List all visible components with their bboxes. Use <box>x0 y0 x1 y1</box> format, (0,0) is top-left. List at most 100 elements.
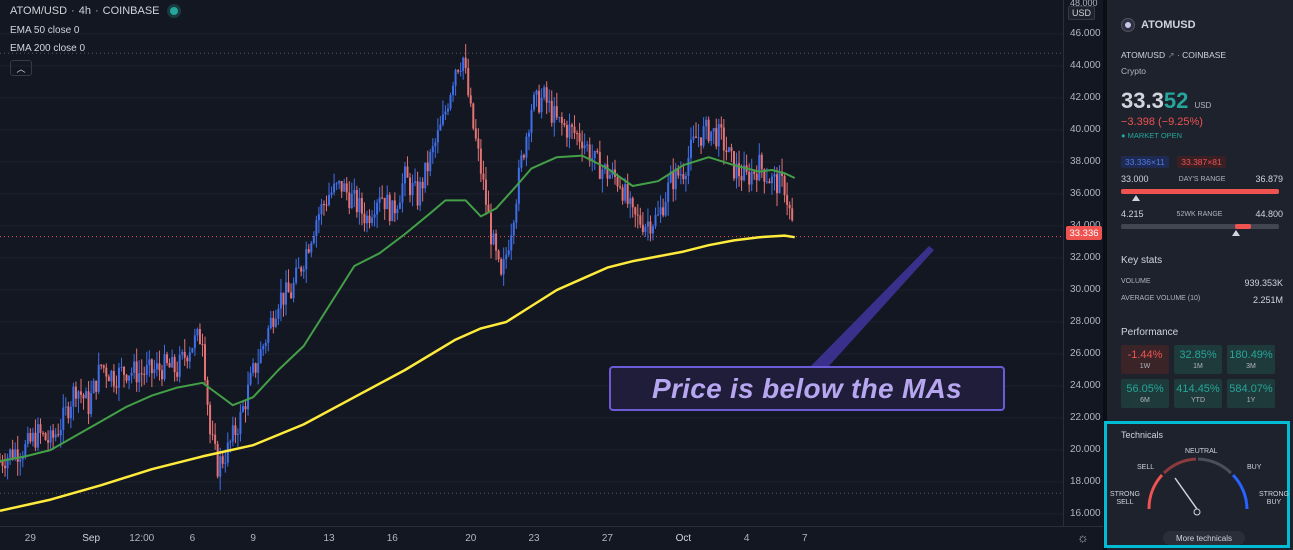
candle-body <box>664 202 667 216</box>
current-price-main: 33.3 <box>1121 88 1164 113</box>
candle-body <box>449 94 452 109</box>
candle-body <box>398 202 401 209</box>
candle-body <box>431 146 434 153</box>
time-axis[interactable]: 29 Sep 12:00 6 9 13 16 20 23 27 Oct 4 7 <box>0 526 1103 550</box>
candle-body <box>383 197 386 210</box>
price-chart[interactable] <box>0 0 1063 526</box>
52wk-range-row: 4.215 52WK RANGE 44.800 <box>1121 209 1283 219</box>
candle-body <box>125 374 128 381</box>
candle-body <box>763 169 766 182</box>
candle-body <box>712 128 715 132</box>
candle-body <box>401 183 404 203</box>
candle-body <box>760 154 763 170</box>
ema50-line[interactable] <box>0 154 796 463</box>
candle-body <box>722 127 725 151</box>
candle-body <box>429 152 432 172</box>
candle-body <box>591 157 594 161</box>
candle-body <box>616 176 619 187</box>
candle-body <box>748 171 751 185</box>
candle-body <box>783 175 786 196</box>
candle-body <box>386 194 389 210</box>
price-tick: 32.000 <box>1070 252 1101 263</box>
candle-body <box>452 85 455 95</box>
technicals-gauge <box>1147 457 1249 516</box>
day-range-row: 33.000 DAY'S RANGE 36.879 <box>1121 174 1283 184</box>
candle-body <box>517 167 520 204</box>
candle-body <box>773 174 776 177</box>
candle-body <box>641 224 644 233</box>
candle-body <box>259 349 262 364</box>
price-tick: 36.000 <box>1070 188 1101 199</box>
candle-body <box>340 181 343 192</box>
candle-body <box>120 367 123 369</box>
panel-symbol[interactable]: ATOMUSD <box>1141 19 1196 31</box>
candle-body <box>669 171 672 183</box>
technicals-widget[interactable]: STRONG SELL SELL NEUTRAL BUY STRONG BUY … <box>1104 421 1290 548</box>
candle-body <box>543 87 546 98</box>
panel-pair[interactable]: ATOM/USD <box>1121 50 1166 60</box>
candle-body <box>424 162 427 189</box>
chart-settings-icon[interactable]: ☼ <box>1077 530 1089 545</box>
candle-body <box>446 108 449 112</box>
market-status: ● MARKET OPEN <box>1121 131 1183 140</box>
chart-annotation[interactable]: Price is below the MAs <box>609 366 1005 411</box>
candle-body <box>335 183 338 185</box>
currency-button[interactable]: USD <box>1068 6 1096 20</box>
candle-body <box>39 424 42 433</box>
more-technicals-button[interactable]: More technicals <box>1163 531 1245 545</box>
candle-body <box>219 456 222 477</box>
current-price: 33.352 USD <box>1121 88 1283 114</box>
ema200-line[interactable] <box>0 234 795 513</box>
gauge-buy: BUY <box>1247 464 1262 471</box>
candle-body <box>608 175 611 179</box>
candle-body <box>441 114 444 125</box>
candle-body <box>409 177 412 196</box>
price-tick: 40.000 <box>1070 124 1101 135</box>
bid-pill: 33.336×11 <box>1121 156 1169 168</box>
candle-body <box>57 434 60 436</box>
candle-body <box>343 183 346 192</box>
legend-interval[interactable]: 4h <box>78 5 91 17</box>
technicals-title[interactable]: Technicals <box>1121 430 1164 440</box>
candle-body <box>365 215 368 224</box>
candle-body <box>715 128 718 147</box>
performance-label: 1M <box>1193 363 1203 370</box>
time-tick: 20 <box>465 533 477 544</box>
candle-body <box>292 282 295 299</box>
external-link-icon[interactable]: ↗ <box>1167 50 1175 60</box>
candle-body <box>201 344 204 346</box>
candle-body <box>9 449 12 458</box>
panel-symbol-row[interactable]: ATOMUSD <box>1121 18 1283 32</box>
price-tick: 24.000 <box>1070 380 1101 391</box>
candle-body <box>77 391 80 399</box>
candle-body <box>328 195 331 206</box>
candle-body <box>563 123 566 126</box>
price-axis[interactable]: 46.000 44.000 42.000 40.000 38.000 36.000 34.0… <box>1063 0 1103 526</box>
price-tick: 46.000 <box>1070 28 1101 39</box>
candle-body <box>274 318 277 327</box>
legend-ema50[interactable]: EMA 50 close 0 <box>10 25 80 36</box>
candle-body <box>479 148 482 174</box>
candle-body <box>145 364 148 375</box>
candle-body <box>727 147 730 153</box>
day-high: 36.879 <box>1255 174 1283 184</box>
candle-body <box>34 432 37 448</box>
legend-symbol[interactable]: ATOM/USD <box>10 5 68 17</box>
candle-body <box>550 100 553 123</box>
candle-body <box>160 370 163 380</box>
candle-body <box>168 362 171 368</box>
legend-symbol-row[interactable]: ATOM/USD · 4h · COINBASE <box>10 5 178 17</box>
performance-label: 6M <box>1140 397 1150 404</box>
candle-body <box>778 171 781 194</box>
candle-body <box>178 354 181 377</box>
legend-ema200[interactable]: EMA 200 close 0 <box>10 43 86 54</box>
market-status-dot-icon <box>169 7 178 15</box>
candle-body <box>310 243 313 253</box>
candle-body <box>92 380 95 394</box>
candle-body <box>176 372 179 377</box>
candle-body <box>434 142 437 147</box>
gauge-sell: SELL <box>1137 464 1155 471</box>
chart-area[interactable]: ATOM/USD · 4h · COINBASE EMA 50 close 0 … <box>0 0 1063 526</box>
collapse-legend-button[interactable]: ︿ <box>10 60 32 76</box>
candle-body <box>679 174 682 176</box>
